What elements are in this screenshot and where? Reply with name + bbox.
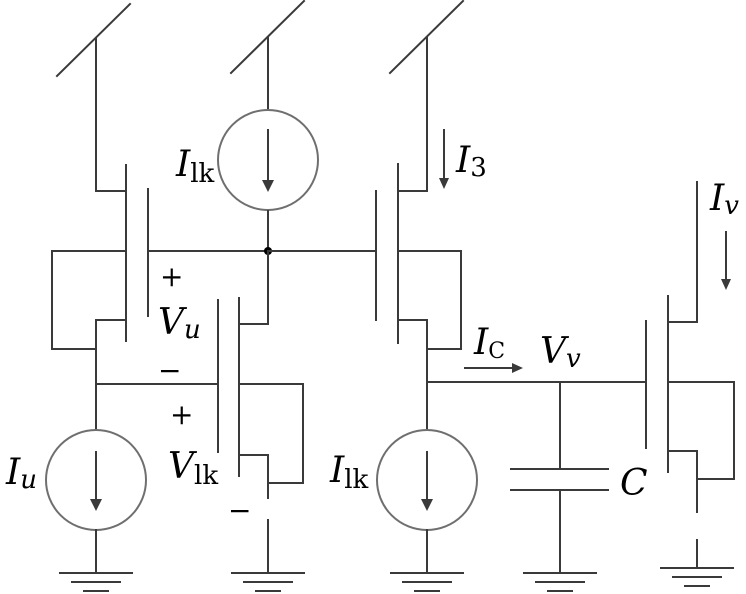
label-minus-2: − bbox=[228, 494, 251, 527]
ground-symbol bbox=[231, 572, 305, 592]
supply-rail-1 bbox=[55, 2, 132, 192]
current-source-ilk-top bbox=[217, 109, 319, 252]
supply-rail-3 bbox=[388, 0, 465, 192]
transistor-m1 bbox=[51, 164, 269, 432]
transistor-m2 bbox=[217, 250, 304, 574]
arrow-ic bbox=[464, 363, 523, 373]
arrow-i3 bbox=[439, 129, 449, 189]
transistor-m4 bbox=[645, 181, 735, 569]
label-v-u: Vu bbox=[158, 302, 201, 345]
transistor-m3 bbox=[267, 163, 647, 432]
label-plus-1: + bbox=[160, 260, 183, 293]
capacitor bbox=[510, 381, 609, 574]
ground-symbol bbox=[523, 572, 597, 592]
label-capacitor-c: C bbox=[620, 463, 648, 504]
label-i-c: IC bbox=[473, 322, 505, 364]
label-v-v: Vv bbox=[540, 331, 581, 374]
label-i-lk-top: Ilk bbox=[175, 144, 215, 189]
label-v-lk: Vlk bbox=[168, 446, 218, 491]
label-minus-1: − bbox=[158, 354, 181, 387]
supply-rail-2 bbox=[229, 0, 306, 109]
label-i-3: I3 bbox=[455, 140, 487, 183]
ground-symbol bbox=[660, 567, 734, 587]
label-i-lk-bottom: Ilk bbox=[329, 450, 369, 495]
arrow-iv bbox=[721, 231, 731, 290]
ground-symbol bbox=[59, 572, 133, 592]
label-plus-2: + bbox=[170, 398, 193, 431]
label-i-v: Iv bbox=[709, 178, 739, 221]
current-source-ilk-bottom bbox=[376, 429, 478, 574]
current-source-iu bbox=[45, 429, 147, 574]
ground-symbol bbox=[390, 572, 464, 592]
label-i-u: Iu bbox=[5, 452, 37, 495]
